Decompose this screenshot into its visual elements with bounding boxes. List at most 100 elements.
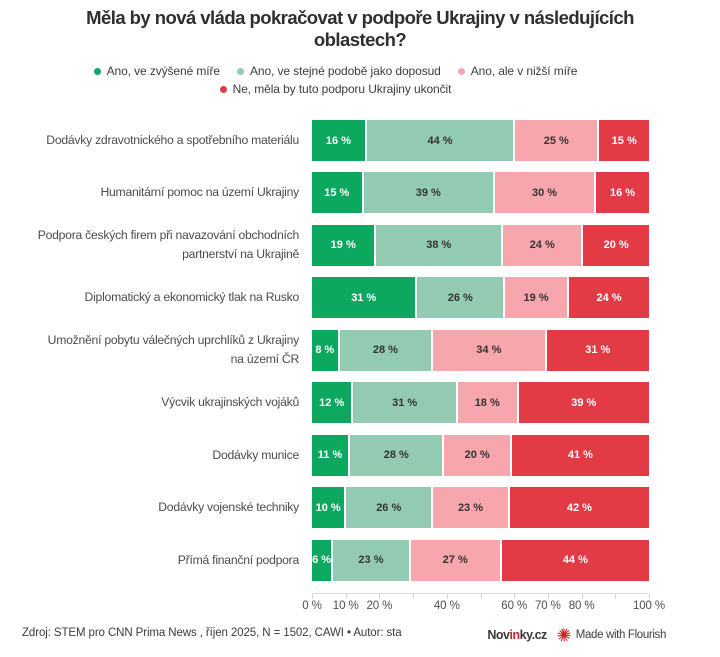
- bar-value-label: 10 %: [315, 501, 341, 514]
- legend-item-2: Ano, ale v nižší míře: [457, 63, 577, 79]
- chart-title: Měla by nová vláda pokračovat v podpoře …: [86, 7, 634, 50]
- category-label: Diplomatický a ekonomický tlak na Rusko: [84, 290, 300, 305]
- bar-value-label: 34 %: [476, 344, 502, 357]
- bar-segment: 15 %: [312, 172, 362, 214]
- bar-value-label: 6 %: [312, 554, 332, 567]
- category-label: Umožnění pobytu válečných uprchlíků z Uk…: [47, 333, 300, 367]
- bar-segment: 12 %: [312, 382, 352, 424]
- x-axis-tick: [615, 593, 617, 599]
- flourish-credit-label: Made with Flourish: [575, 629, 667, 641]
- bar-segment: 39 %: [518, 382, 649, 424]
- bar-segment: 19 %: [505, 277, 568, 319]
- bar-segment: 31 %: [353, 382, 456, 424]
- bar-segment: 20 %: [444, 434, 510, 476]
- chart-row-8: Přímá finanční podpora 6 % 23 % 27 % 44 %: [0, 539, 720, 581]
- bar-value-label: 12 %: [319, 396, 345, 409]
- bar-segment: 20 %: [583, 224, 649, 266]
- category-label: Dodávky zdravotnického a spotřebního mat…: [46, 133, 299, 147]
- bar-segment: 39 %: [363, 172, 493, 214]
- category-label: Dodávky vojenské techniky: [158, 500, 299, 515]
- bar-value-label: 24 %: [529, 239, 555, 252]
- footer: Zdroj: STEM pro CNN Prima News , říjen 2…: [0, 625, 720, 645]
- bar-value-label: 16 %: [609, 186, 636, 199]
- bar-value-label: 8 %: [315, 344, 335, 357]
- bar-segment: 19 %: [312, 224, 375, 266]
- stacked-bar: 16 % 44 % 25 % 15 %: [312, 120, 649, 161]
- bar-segment: 10 %: [312, 487, 345, 529]
- flourish-badge: Made with Flourish: [557, 628, 666, 642]
- bar-value-label: 24 %: [596, 291, 622, 304]
- bar-segment: 38 %: [376, 224, 502, 266]
- x-axis-tick: [649, 593, 650, 599]
- stacked-bar: 10 % 26 % 23 % 42 %: [312, 487, 649, 529]
- footer-brands: Novinky.cz: [487, 625, 666, 645]
- chart-row-0: Dodávky zdravotnického a spotřebního mat…: [0, 120, 720, 161]
- bar-value-label: 30 %: [531, 186, 558, 199]
- bar-segment: 18 %: [457, 382, 517, 424]
- bar-segment: 26 %: [346, 487, 432, 529]
- x-axis-tick: [480, 593, 482, 599]
- bar-segment: 15 %: [599, 120, 649, 161]
- bar-segment: 31 %: [312, 277, 416, 319]
- bar-value-label: 28 %: [383, 449, 409, 462]
- legend-item-3: Ne, měla by tuto podporu Ukrajiny ukonči…: [219, 81, 451, 97]
- legend-dot-icon: [219, 85, 227, 93]
- bar-value-label: 15 %: [324, 186, 350, 199]
- x-axis-tick-label: 70 %: [534, 600, 561, 612]
- novinky-logo-suffix: ky.cz: [519, 628, 548, 642]
- bar-segment: 42 %: [509, 487, 649, 529]
- stacked-bar: 6 % 23 % 27 % 44 %: [312, 539, 649, 581]
- x-axis-tick-label: 80 %: [568, 600, 595, 612]
- bar-segment: 34 %: [433, 329, 545, 371]
- x-axis-tick: [446, 593, 448, 599]
- stacked-bar: 11 % 28 % 20 % 41 %: [312, 434, 649, 476]
- bar-segment: 23 %: [333, 539, 409, 581]
- bar-value-label: 23 %: [358, 554, 384, 567]
- bar-value-label: 31 %: [351, 291, 377, 304]
- bar-value-label: 44 %: [427, 134, 453, 147]
- stacked-bar: 12 % 31 % 18 % 39 %: [312, 382, 649, 424]
- x-axis-tick: [312, 593, 313, 599]
- legend-item-label: Ano, ve stejné podobě jako doposud: [250, 64, 441, 78]
- stacked-bar: 15 % 39 % 30 % 16 %: [312, 172, 649, 214]
- novinky-logo: Novinky.cz: [487, 628, 548, 642]
- x-axis-tick: [581, 593, 583, 599]
- legend-item-0: Ano, ve zvýšené míře: [93, 63, 220, 79]
- x-axis-tick-label: 20 %: [366, 600, 393, 612]
- bar-segment: 16 %: [596, 172, 649, 214]
- x-axis-line: [312, 592, 649, 594]
- bar-segment: 27 %: [410, 539, 500, 581]
- x-axis-tick-label: 0 %: [302, 600, 322, 612]
- novinky-logo-prefix: Nov: [487, 628, 510, 642]
- bar-segment: 44 %: [366, 120, 514, 161]
- legend-item-1: Ano, ve stejné podobě jako doposud: [237, 63, 441, 79]
- x-axis-tick: [345, 593, 347, 599]
- bar-segment: 30 %: [494, 172, 595, 214]
- x-axis-tick: [379, 593, 381, 599]
- category-label: Humanitární pomoc na území Ukrajiny: [100, 185, 299, 200]
- bar-segment: 16 %: [312, 120, 365, 161]
- category-label: Dodávky munice: [212, 447, 299, 462]
- bar-value-label: 23 %: [457, 501, 484, 514]
- chart-row-1: Humanitární pomoc na území Ukrajiny 15 % 3…: [0, 172, 720, 214]
- x-axis-tick: [413, 593, 415, 599]
- category-label: Výcvik ukrajinských vojáků: [161, 395, 299, 410]
- stacked-bar: 8 % 28 % 34 % 31 %: [312, 329, 649, 371]
- bar-segment: 26 %: [417, 277, 504, 319]
- legend-item-label: Ano, ve zvýšené míře: [106, 64, 220, 78]
- x-axis-tick-label: 60 %: [501, 600, 528, 612]
- bar-value-label: 11 %: [317, 449, 343, 462]
- stacked-bar: 31 % 26 % 19 % 24 %: [312, 277, 649, 319]
- bar-segment: 44 %: [501, 539, 649, 581]
- stacked-bar: 19 % 38 % 24 % 20 %: [312, 224, 649, 266]
- legend-dot-icon: [93, 67, 101, 75]
- legend-dot-icon: [237, 67, 244, 75]
- bar-value-label: 20 %: [603, 239, 629, 252]
- novinky-logo-highlight: in: [509, 628, 521, 642]
- x-axis-tick: [514, 593, 516, 599]
- bar-segment: 31 %: [546, 329, 649, 371]
- category-label: Přímá finanční podpora: [177, 552, 299, 567]
- bar-value-label: 20 %: [464, 449, 490, 462]
